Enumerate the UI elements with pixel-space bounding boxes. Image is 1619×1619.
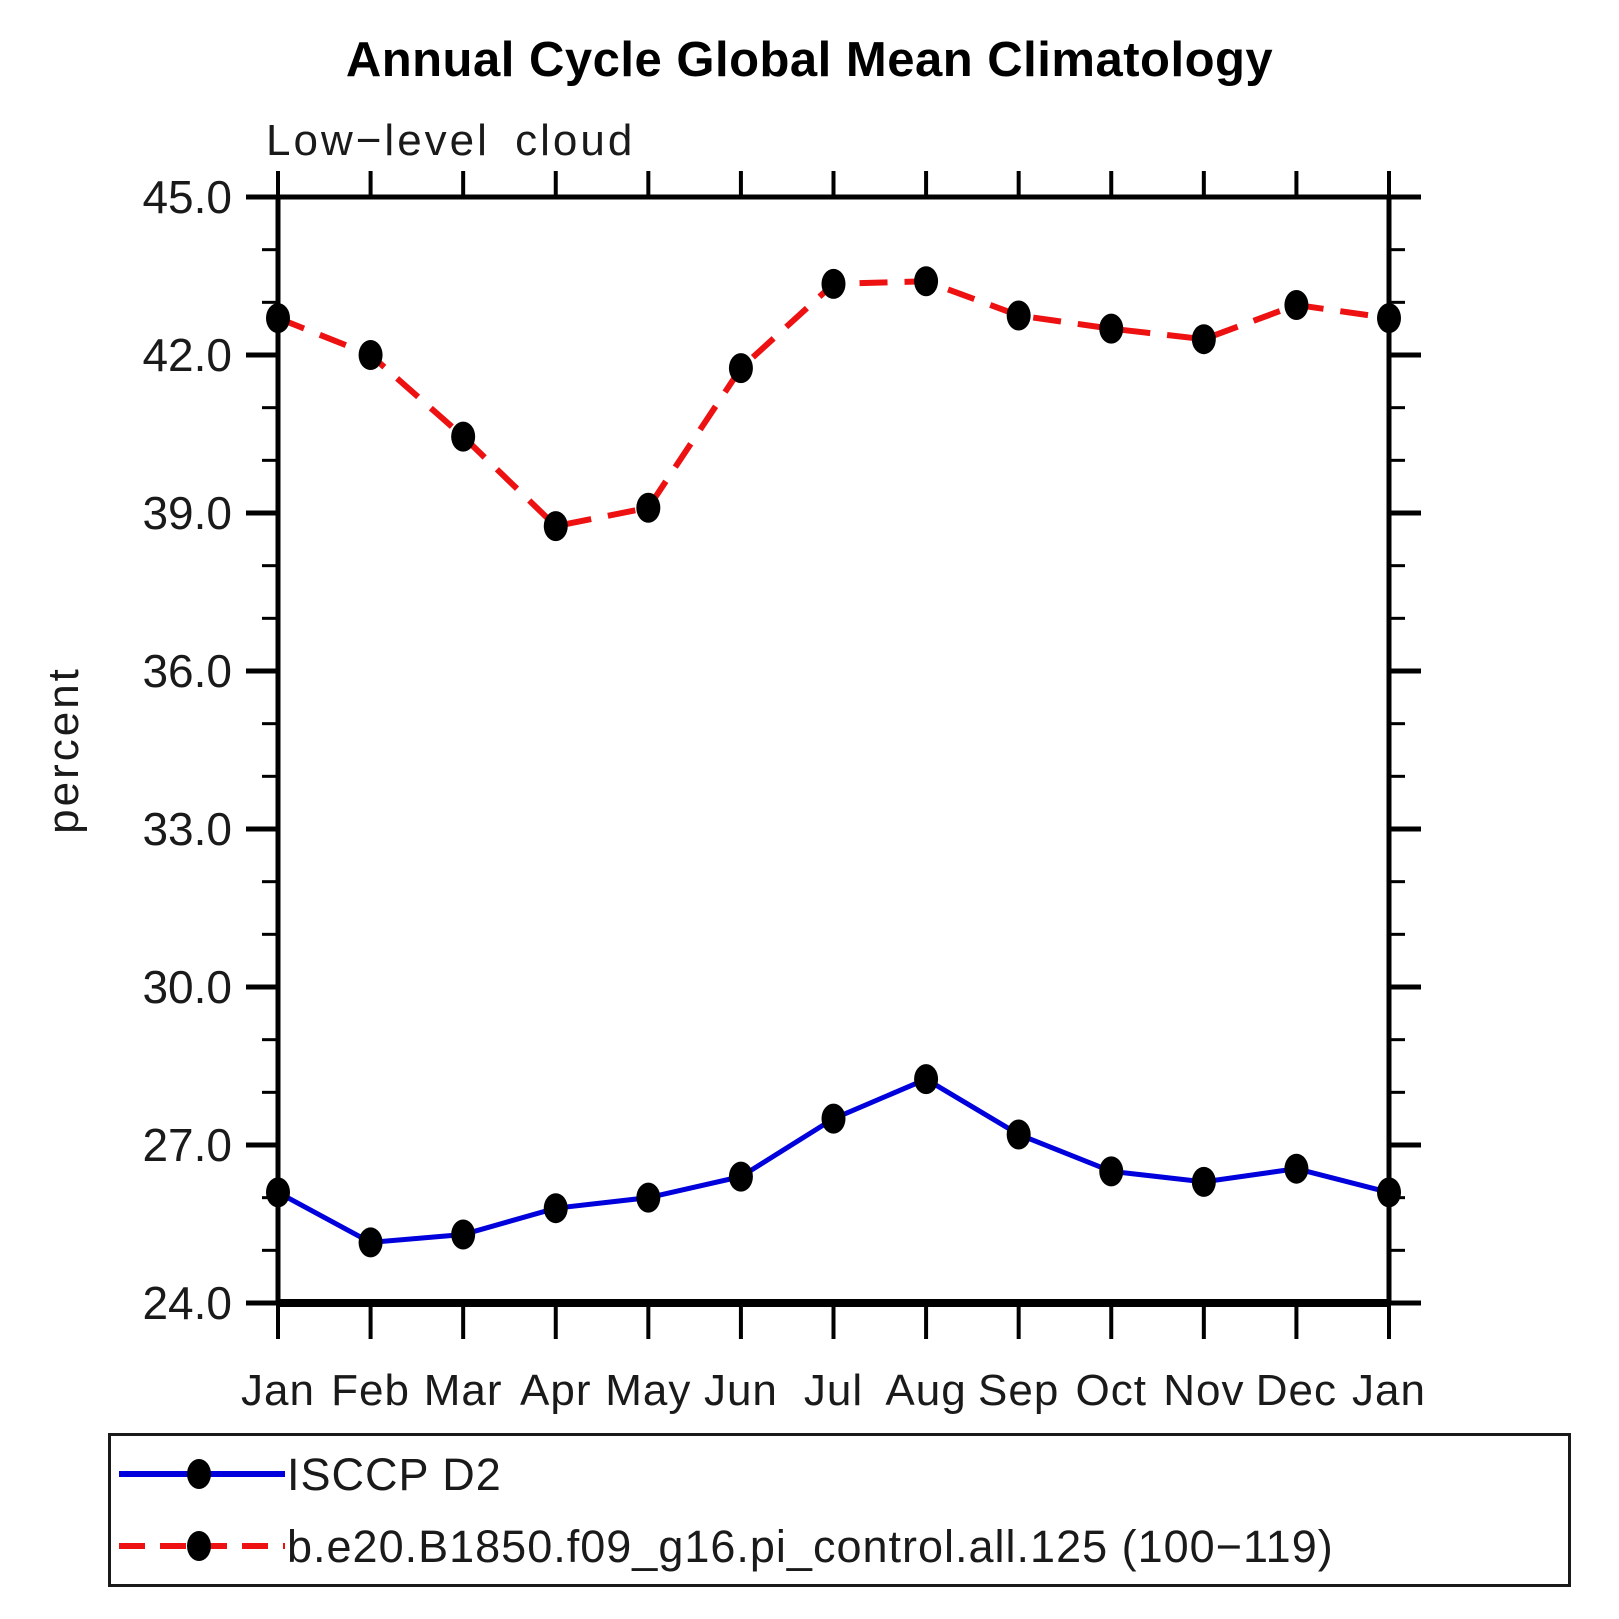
x-tick-label: Apr [520,1366,591,1415]
data-point-marker [1377,1177,1401,1208]
data-point-marker [543,511,568,542]
data-point-marker [914,1064,939,1095]
legend-label: ISCCP D2 [287,1448,502,1500]
x-tick-label: Nov [1163,1366,1244,1415]
data-point-marker [358,1227,383,1258]
data-point-marker [451,1219,476,1250]
data-point-marker [1191,324,1216,355]
y-tick-label: 33.0 [142,803,232,855]
data-point-marker [1006,1119,1031,1150]
x-tick-label: Mar [424,1366,503,1415]
data-point-marker [914,266,939,297]
data-point-marker [728,353,753,384]
data-point-marker [1191,1166,1216,1197]
y-tick-label: 27.0 [142,1119,232,1171]
chart-title: Annual Cycle Global Mean Climatology [345,33,1274,87]
data-point-marker [1099,313,1124,344]
legend-marker-dot [187,1459,211,1489]
legend-marker-dot [187,1531,211,1561]
y-tick-label: 45.0 [142,171,232,223]
data-point-marker [358,340,383,370]
chart-subtitle: Low−level cloud [266,116,636,165]
data-point-marker [821,268,846,299]
data-point-marker [1099,1156,1124,1187]
y-tick-label: 24.0 [142,1277,232,1329]
legend-row: b.e20.B1850.f09_g16.pi_control.all.125 (… [117,1524,1568,1569]
y-tick-label: 39.0 [142,487,232,539]
y-tick-label: 42.0 [142,329,232,381]
x-tick-label: Sep [978,1366,1059,1415]
data-point-marker [821,1103,846,1134]
x-tick-label: Jan [1352,1366,1426,1415]
data-point-marker [266,1177,290,1208]
data-point-marker [266,303,290,334]
x-tick-label: Jan [241,1366,315,1415]
x-tick-label: Feb [331,1366,410,1415]
x-tick-label: Aug [885,1366,966,1415]
x-tick-label: Oct [1076,1366,1147,1415]
data-point-marker [728,1161,753,1192]
data-point-marker [1284,289,1309,320]
legend-box: ISCCP D2 b.e20.B1850.f09_g16.pi_control.a… [108,1433,1571,1587]
x-tick-label: May [605,1366,691,1415]
x-tick-label: Jun [704,1366,778,1415]
data-point-marker [1377,303,1401,334]
legend-line-sample [119,1531,285,1561]
data-point-marker [636,1182,661,1213]
y-axis-label: percent [39,666,88,834]
data-point-marker [1284,1153,1309,1184]
data-point-marker [636,492,661,523]
plot-box [275,194,1392,1303]
series-line-obs [276,1076,1390,1245]
legend-line-sample [119,1459,285,1489]
series-line-model [276,278,1390,530]
y-tick-label: 30.0 [142,961,232,1013]
legend-label: b.e20.B1850.f09_g16.pi_control.all.125 (… [287,1520,1334,1572]
legend-row: ISCCP D2 [117,1452,1568,1497]
x-tick-label: Dec [1256,1366,1337,1415]
data-point-marker [451,421,476,452]
x-tick-label: Jul [804,1366,863,1415]
y-tick-label: 36.0 [142,645,232,697]
data-point-marker [1006,300,1031,331]
data-point-marker [543,1193,568,1224]
